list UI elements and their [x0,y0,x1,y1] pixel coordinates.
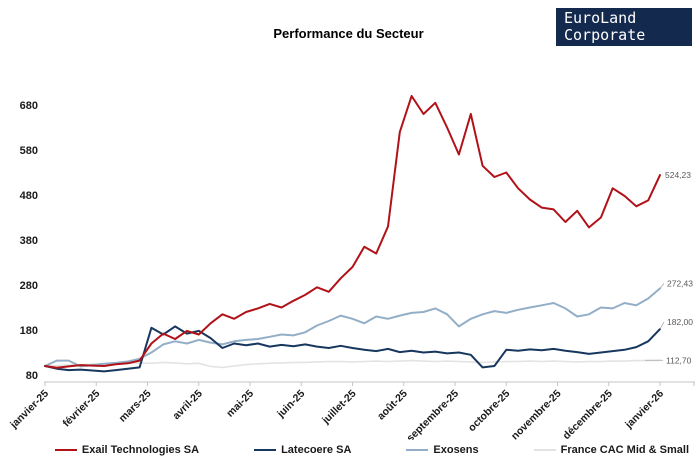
x-axis-label: juin-25 [274,388,307,421]
series-end-value: 524,23 [665,170,691,180]
series-line-latecoere-sa [44,325,661,373]
legend-item-france-cac-mid-small: France CAC Mid & Small [533,444,689,456]
x-axis-label: septembre-25 [404,388,461,440]
legend-item-exosens: Exosens [406,444,479,456]
legend-swatch-exail-technologies-sa [54,449,77,451]
series-end-value: 112,70 [666,355,692,365]
legend-item-latecoere-sa: Latecoere SA [254,444,351,456]
end-label-leader [659,283,665,289]
x-axis-label: mars-25 [117,388,154,425]
y-axis-label: 280 [20,280,38,292]
series-line-france-cac-mid-small [44,359,661,369]
end-label-leader [659,321,665,330]
series-end-value: 272,43 [667,278,693,288]
x-axis-label: mai-25 [224,388,256,420]
euroland-corporate-logo: EuroLand Corporate [556,8,692,46]
y-axis-label: 380 [20,235,38,247]
x-axis-label: janvier-25 [7,388,51,432]
x-axis-label: novembre-25 [509,388,564,440]
logo-line-1: EuroLand [564,9,637,27]
performance-line-chart: janvier-25 février-25 mars-25 avril-25 mai-2… [7,95,695,440]
legend-label-exosens: Exosens [433,444,479,456]
x-axis-label: juillet-25 [319,388,358,427]
chart-legend: Exail Technologies SA Latecoere SA Exosens… [0,444,697,456]
y-axis-label: 80 [26,370,38,382]
x-axis-label: octobre-25 [466,388,513,435]
y-axis-label: 680 [20,100,38,112]
x-axis-label: avril-25 [170,388,205,423]
legend-swatch-france-cac-mid-small [533,449,556,451]
legend-swatch-exosens [406,449,429,451]
y-axis-label: 480 [20,190,38,202]
series-line-exosens [44,287,661,368]
series-end-value: 182,00 [667,317,693,327]
series-line-exail-technologies-sa [44,95,661,369]
chart-title: Performance du Secteur [273,26,424,41]
x-axis-label: août-25 [375,388,410,423]
x-axis-label: janvier-26 [622,388,666,432]
legend-item-exail-technologies-sa: Exail Technologies SA [54,444,200,456]
legend-label-france-cac-mid-small: France CAC Mid & Small [560,444,689,456]
logo-line-2: Corporate [564,26,646,44]
y-axis-label: 580 [20,145,38,157]
legend-label-exail-technologies-sa: Exail Technologies SA [81,444,200,456]
x-axis-label: décembre-25 [561,388,615,440]
legend-label-latecoere-sa: Latecoere SA [281,444,352,456]
x-axis-label: février-25 [60,388,102,430]
y-axis-label: 180 [20,325,38,337]
legend-swatch-latecoere-sa [254,449,277,451]
